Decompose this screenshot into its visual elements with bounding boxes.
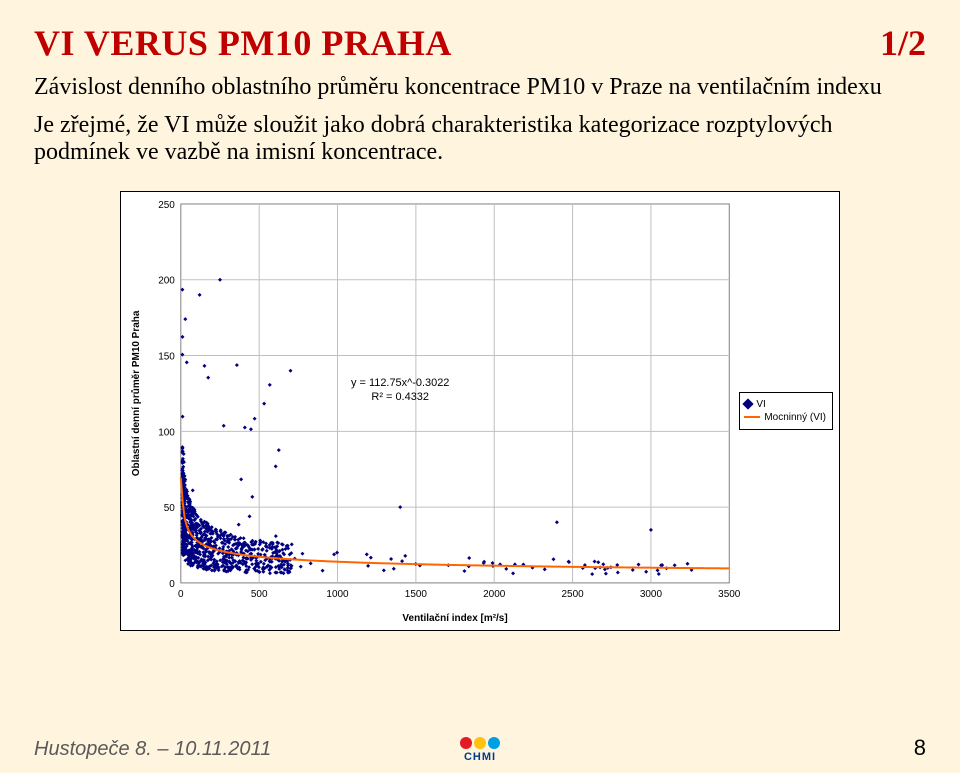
svg-text:2000: 2000: [483, 589, 506, 600]
svg-text:2500: 2500: [561, 589, 584, 600]
svg-text:250: 250: [158, 200, 175, 211]
chart-svg: 0 500 1000 1500 2000 2500 3000 3500 0 50 100 150 200…: [121, 192, 839, 631]
svg-text:0: 0: [178, 589, 184, 600]
svg-text:3500: 3500: [718, 589, 741, 600]
svg-text:1500: 1500: [405, 589, 428, 600]
svg-text:100: 100: [158, 427, 175, 438]
svg-text:R² = 0.4332: R² = 0.4332: [371, 391, 429, 403]
svg-text:0: 0: [169, 579, 175, 590]
svg-text:1000: 1000: [326, 589, 349, 600]
page-number-top: 1/2: [880, 22, 926, 64]
footer-page-number: 8: [914, 735, 926, 761]
svg-text:200: 200: [158, 276, 175, 287]
body-text: Je zřejmé, že VI může sloužit jako dobrá…: [34, 112, 926, 167]
svg-text:500: 500: [251, 589, 268, 600]
slide: VI VERUS PM10 PRAHA 1/2 Závislost denníh…: [0, 0, 960, 773]
svg-text:y = 112.75x^-0.3022: y = 112.75x^-0.3022: [351, 377, 449, 389]
svg-text:Ventilační index [m²/s]: Ventilační index [m²/s]: [402, 613, 507, 624]
footer-left: Hustopeče 8. – 10.11.2011: [34, 738, 271, 761]
svg-text:3000: 3000: [640, 589, 663, 600]
svg-text:50: 50: [164, 503, 176, 514]
footer: Hustopeče 8. – 10.11.2011 8: [0, 735, 960, 761]
title-row: VI VERUS PM10 PRAHA 1/2: [34, 22, 926, 64]
svg-text:Oblastní denní průměr PM10 Pra: Oblastní denní průměr PM10 Praha: [131, 310, 142, 476]
page-title: VI VERUS PM10 PRAHA: [34, 22, 452, 64]
chart-container: VI Mocninný (VI) 05001000150020002500300…: [120, 191, 840, 631]
svg-text:150: 150: [158, 351, 175, 362]
subtitle: Závislost denního oblastního průměru kon…: [34, 74, 926, 102]
